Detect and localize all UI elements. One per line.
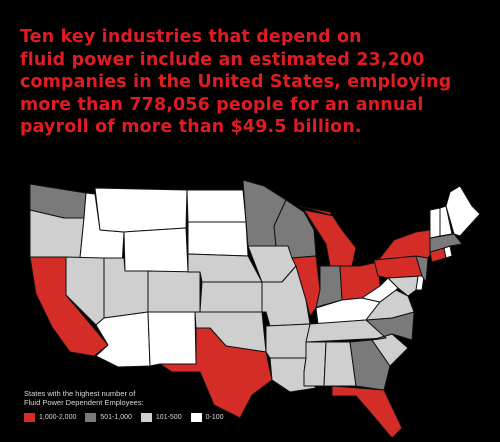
legend-item: 0-100 <box>190 413 224 422</box>
state-georgia <box>349 339 391 391</box>
state-texas <box>159 327 273 419</box>
legend-swatch <box>140 413 152 422</box>
legend-title-line: Fluid Power Dependent Employees: <box>24 398 144 407</box>
legend-swatch <box>190 413 202 422</box>
state-kansas <box>199 281 263 313</box>
legend-label: 501-1,000 <box>100 414 132 421</box>
state-alabama <box>323 341 357 387</box>
state-montana <box>94 187 188 233</box>
headline: Ten key industries that depend on fluid … <box>20 26 490 139</box>
state-new-hampshire <box>439 205 453 237</box>
legend-item: 501-1,000 <box>85 413 132 422</box>
state-arkansas <box>265 323 311 359</box>
legend-label: 101-500 <box>155 414 182 421</box>
legend-swatch <box>85 413 97 422</box>
state-maryland <box>387 275 423 297</box>
state-michigan <box>297 205 357 267</box>
state-new-york <box>373 229 433 261</box>
state-vermont <box>429 207 441 239</box>
state-south-dakota <box>187 221 249 257</box>
legend-swatch <box>24 413 35 422</box>
legend-title: States with the highest number of Fluid … <box>24 389 244 407</box>
state-maine <box>445 185 481 237</box>
headline-line: Ten key industries that depend on <box>20 27 362 47</box>
state-illinois <box>291 255 321 317</box>
headline-line: fluid power include an estimated 23,200 <box>20 49 425 70</box>
legend-title-line: States with the highest number of <box>24 389 136 398</box>
state-arizona <box>95 311 151 368</box>
legend-item: 1,000-2,000 <box>24 413 76 422</box>
state-north-dakota <box>186 189 247 223</box>
headline-line: payroll of more than $49.5 billion. <box>20 117 362 137</box>
legend-label: 1,000-2,000 <box>39 414 77 421</box>
state-wyoming <box>123 227 189 273</box>
headline-line: companies in the United States, employin… <box>20 72 452 92</box>
legend: 1,000-2,000 501-1,000 101-500 0-100 <box>24 413 233 422</box>
state-new-mexico <box>147 311 197 367</box>
state-mississippi <box>303 341 327 387</box>
legend-item: 101-500 <box>140 413 182 422</box>
state-florida <box>331 385 403 439</box>
legend-label: 0-100 <box>205 414 224 421</box>
state-colorado <box>147 270 201 313</box>
headline-line: more than 778,056 people for an annual <box>20 94 424 115</box>
